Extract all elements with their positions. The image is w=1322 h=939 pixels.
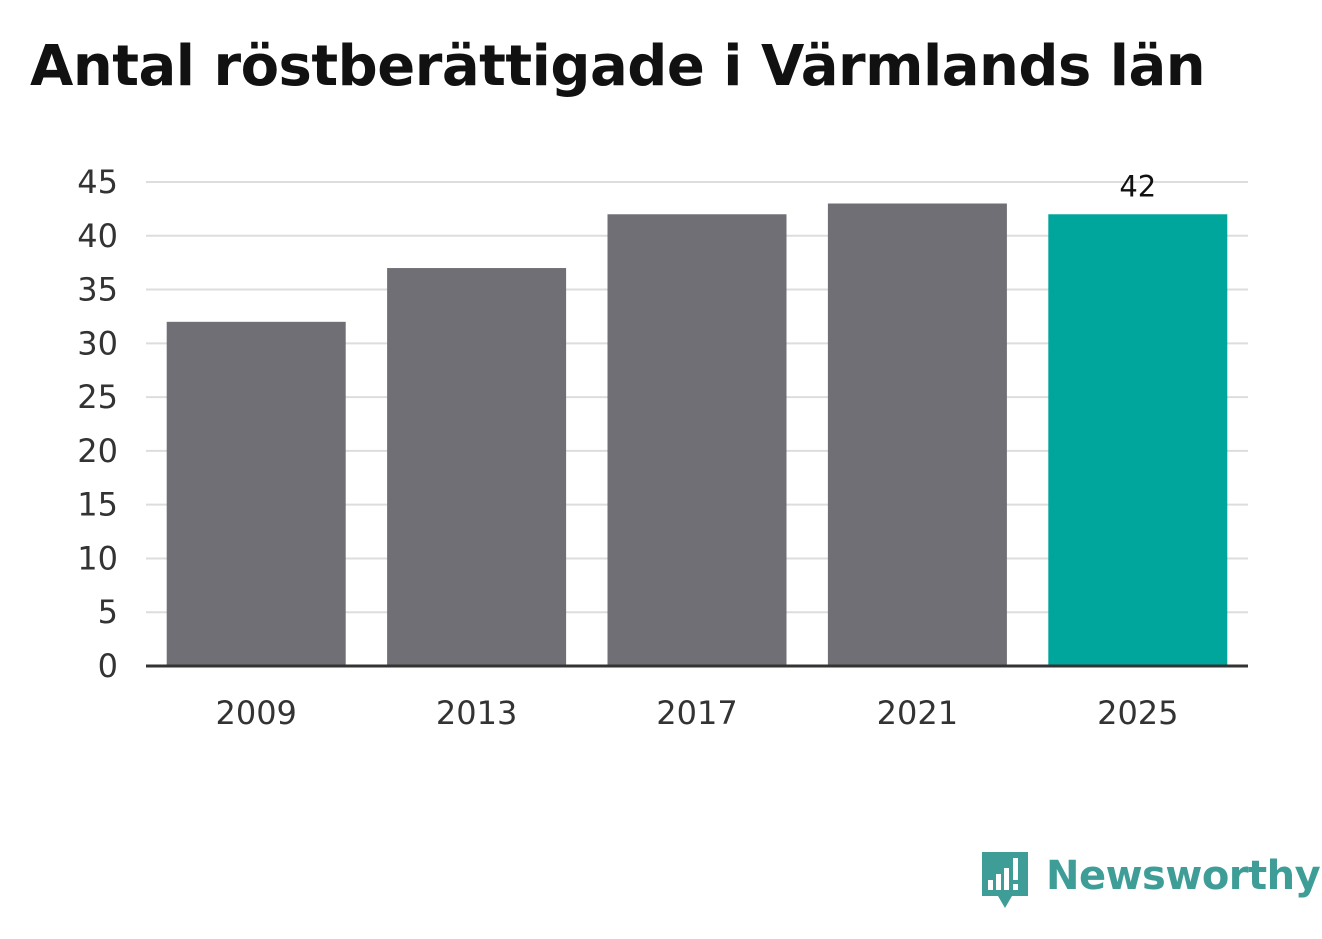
x-axis-ticks: 2009 2013 2017 2021 2025 xyxy=(215,694,1178,732)
bars xyxy=(166,203,1228,666)
y-tick-label: 35 xyxy=(77,271,118,309)
y-tick-label: 15 xyxy=(77,486,118,524)
data-label-2025: 42 xyxy=(1119,169,1156,203)
data-labels: 42 xyxy=(1119,169,1156,203)
x-tick-label: 2021 xyxy=(877,694,958,732)
bar-2013 xyxy=(387,268,567,666)
brand: Newsworthy xyxy=(980,850,1321,910)
brand-name: Newsworthy xyxy=(1046,853,1321,899)
x-tick-label: 2017 xyxy=(656,694,737,732)
bar-2017 xyxy=(607,214,787,666)
chart-title: Antal röstberättigade i Värmlands län xyxy=(30,34,1206,99)
bar-2009 xyxy=(166,321,346,666)
y-tick-label: 0 xyxy=(98,647,118,685)
x-tick-label: 2013 xyxy=(436,694,517,732)
y-tick-label: 30 xyxy=(77,324,118,362)
y-tick-label: 10 xyxy=(77,539,118,577)
bar-2021 xyxy=(827,203,1007,666)
newsworthy-logo-icon xyxy=(982,852,1028,908)
x-tick-label: 2009 xyxy=(215,694,296,732)
y-tick-label: 5 xyxy=(98,593,118,631)
y-tick-label: 40 xyxy=(77,217,118,255)
bar-2025 xyxy=(1048,214,1228,666)
x-tick-label: 2025 xyxy=(1097,694,1178,732)
y-tick-label: 45 xyxy=(77,163,118,201)
y-axis-ticks: 0 5 10 15 20 25 30 35 40 45 xyxy=(77,163,118,685)
y-tick-label: 20 xyxy=(77,432,118,470)
y-tick-label: 25 xyxy=(77,378,118,416)
